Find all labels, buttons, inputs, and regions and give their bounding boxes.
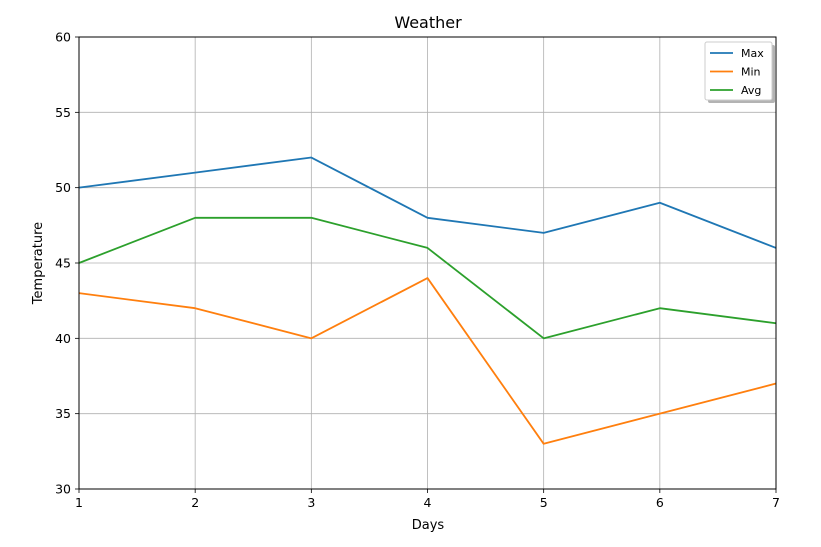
x-tick-label: 1 [75,495,83,510]
y-tick-label: 40 [55,331,71,346]
y-tick-label: 55 [55,105,71,120]
x-tick-label: 7 [772,495,780,510]
y-axis-label: Temperature [31,222,46,305]
y-tick-label: 60 [55,30,71,45]
y-tick-label: 35 [55,406,71,421]
x-tick-label: 6 [656,495,664,510]
legend-label-avg: Avg [741,84,761,97]
legend-label-max: Max [741,47,764,60]
x-tick-label: 5 [540,495,548,510]
x-tick-label: 4 [424,495,432,510]
x-tick-label: 2 [191,495,199,510]
series-line-min [78,277,777,445]
y-tick-label: 30 [55,482,71,497]
x-axis-label: Days [412,518,445,533]
series-line-max [78,156,777,249]
y-tick-label: 45 [55,256,71,271]
legend-box [704,41,773,101]
y-tick-label: 50 [55,180,71,195]
series-layer [78,156,777,445]
legend-label-min: Min [741,66,761,79]
x-tick-label: 3 [307,495,315,510]
legend: Max Min Avg [704,41,775,103]
series-line-avg [78,216,777,340]
chart-title: Weather [394,13,462,32]
